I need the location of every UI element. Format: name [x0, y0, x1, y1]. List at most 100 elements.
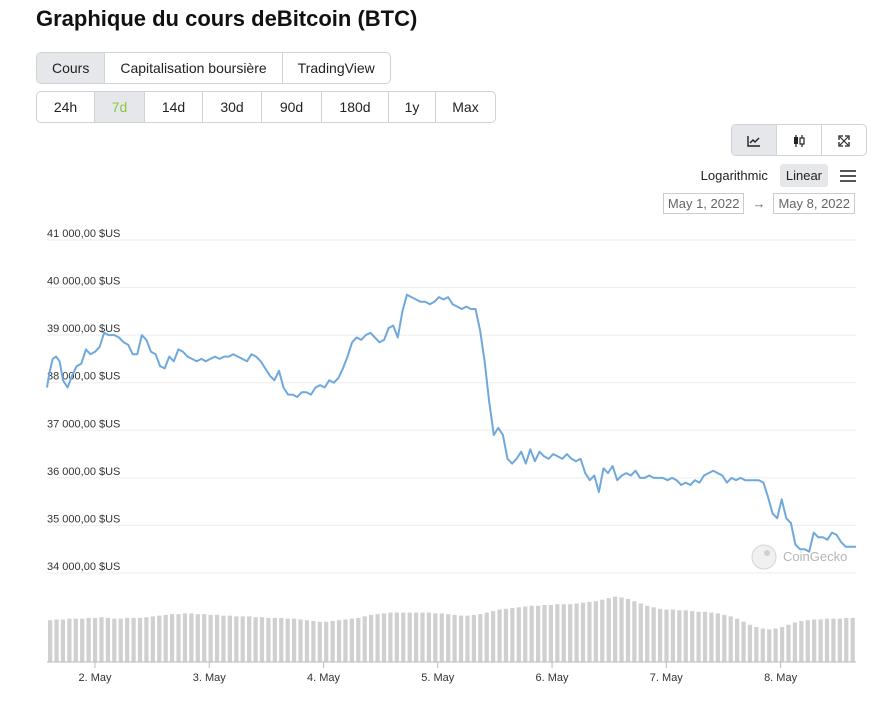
- volume-bar: [247, 616, 252, 662]
- line-chart-button[interactable]: [732, 125, 777, 155]
- volume-bar: [214, 614, 220, 662]
- volume-bar: [600, 599, 605, 662]
- candlestick-button[interactable]: [777, 125, 822, 155]
- volume-bar: [394, 612, 399, 662]
- scale-toggle: Logarithmic Linear: [695, 164, 856, 187]
- line-chart-icon: [747, 136, 760, 147]
- range-1y-button[interactable]: 1y: [389, 92, 436, 122]
- volume-bar: [632, 601, 637, 662]
- volume-bar: [272, 617, 277, 662]
- volume-bar: [92, 617, 98, 662]
- page-title: Graphique du cours deBitcoin (BTC): [36, 6, 418, 31]
- volume-bar: [497, 609, 502, 662]
- volume-bar: [176, 614, 181, 662]
- volume-bar: [227, 615, 232, 662]
- volume-bar: [516, 607, 521, 662]
- volume-bar: [60, 619, 66, 662]
- range-90d-button[interactable]: 90d: [262, 92, 322, 122]
- volume-bar: [657, 608, 663, 662]
- expand-icon: [838, 135, 850, 147]
- volume-bar: [304, 620, 310, 662]
- volume-bar: [523, 606, 528, 662]
- volume-bar: [369, 614, 374, 662]
- volume-bar: [580, 602, 586, 662]
- volume-bar: [446, 614, 451, 662]
- volume-bar: [779, 627, 785, 662]
- date-range-picker: May 1, 2022 → May 8, 2022: [662, 193, 855, 214]
- volume-bar: [548, 605, 554, 662]
- volume-bar: [54, 619, 59, 662]
- volume-bar: [279, 617, 284, 662]
- volume-bar: [478, 614, 483, 662]
- tab-cours[interactable]: Cours: [37, 53, 106, 83]
- y-tick-label: 39 000,00 $US: [47, 323, 120, 335]
- time-range-selector: 24h 7d 14d 30d 90d 180d 1y Max: [36, 91, 496, 123]
- volume-bar: [792, 622, 798, 662]
- volume-bar: [754, 627, 759, 662]
- volume-bar: [388, 612, 393, 662]
- range-180d-button[interactable]: 180d: [322, 92, 389, 122]
- volume-bar: [587, 601, 592, 662]
- volume-bar: [182, 613, 188, 662]
- hamburger-menu-icon[interactable]: [840, 169, 856, 183]
- volume-bar: [805, 620, 810, 662]
- volume-bar: [266, 617, 271, 662]
- volume-bar: [195, 614, 200, 662]
- volume-bar: [664, 609, 669, 662]
- volume-bar: [844, 617, 849, 662]
- y-tick-label: 37 000,00 $US: [47, 418, 120, 430]
- volume-bar: [670, 609, 676, 662]
- volume-bar: [510, 608, 515, 662]
- volume-bar: [330, 620, 335, 662]
- chart-type-selector: [731, 124, 867, 156]
- volume-bar: [86, 617, 91, 662]
- volume-bar: [735, 618, 740, 662]
- volume-bar: [80, 618, 85, 662]
- volume-bar: [311, 620, 316, 662]
- volume-bar: [73, 618, 78, 662]
- volume-bar: [690, 611, 695, 662]
- date-from-input[interactable]: May 1, 2022: [662, 193, 745, 214]
- x-tick-label: 2. May: [78, 672, 112, 684]
- logarithmic-option[interactable]: Logarithmic: [700, 168, 768, 183]
- volume-bar: [202, 614, 207, 662]
- volume-bar: [221, 615, 226, 662]
- candlestick-icon: [794, 135, 805, 148]
- tab-capitalisation[interactable]: Capitalisation boursière: [105, 53, 283, 83]
- range-14d-button[interactable]: 14d: [145, 92, 203, 122]
- y-tick-label: 40 000,00 $US: [47, 276, 120, 288]
- range-24h-button[interactable]: 24h: [37, 92, 95, 122]
- volume-bar: [407, 612, 412, 662]
- volume-bar: [317, 621, 322, 662]
- volume-bar: [824, 618, 830, 662]
- x-tick-label: 4. May: [307, 672, 341, 684]
- volume-bar: [67, 618, 72, 662]
- range-30d-button[interactable]: 30d: [203, 92, 262, 122]
- volume-bar: [818, 619, 823, 662]
- volume-bar: [535, 605, 541, 662]
- x-tick-label: 8. May: [764, 672, 798, 684]
- date-to-input[interactable]: May 8, 2022: [773, 193, 855, 214]
- volume-bar: [503, 608, 509, 662]
- volume-bar: [561, 604, 566, 662]
- volume-bar: [343, 619, 348, 662]
- x-tick-label: 3. May: [193, 672, 227, 684]
- volume-bar: [291, 618, 297, 662]
- volume-bar: [234, 616, 239, 662]
- linear-option[interactable]: Linear: [779, 164, 828, 187]
- volume-bar: [349, 618, 354, 662]
- coingecko-logo-icon: [751, 544, 777, 570]
- tab-tradingview[interactable]: TradingView: [297, 60, 375, 76]
- volume-bar: [169, 614, 175, 662]
- y-tick-label: 38 000,00 $US: [47, 371, 120, 383]
- volume-bar: [362, 616, 367, 662]
- range-max-button[interactable]: Max: [452, 99, 479, 115]
- volume-bar: [568, 604, 573, 662]
- fullscreen-button[interactable]: [822, 125, 866, 155]
- range-7d-button[interactable]: 7d: [95, 92, 145, 122]
- view-tabs: Cours Capitalisation boursière TradingVi…: [36, 52, 391, 84]
- volume-bar: [125, 617, 130, 662]
- volume-bar: [137, 617, 143, 662]
- volume-bar: [529, 605, 534, 662]
